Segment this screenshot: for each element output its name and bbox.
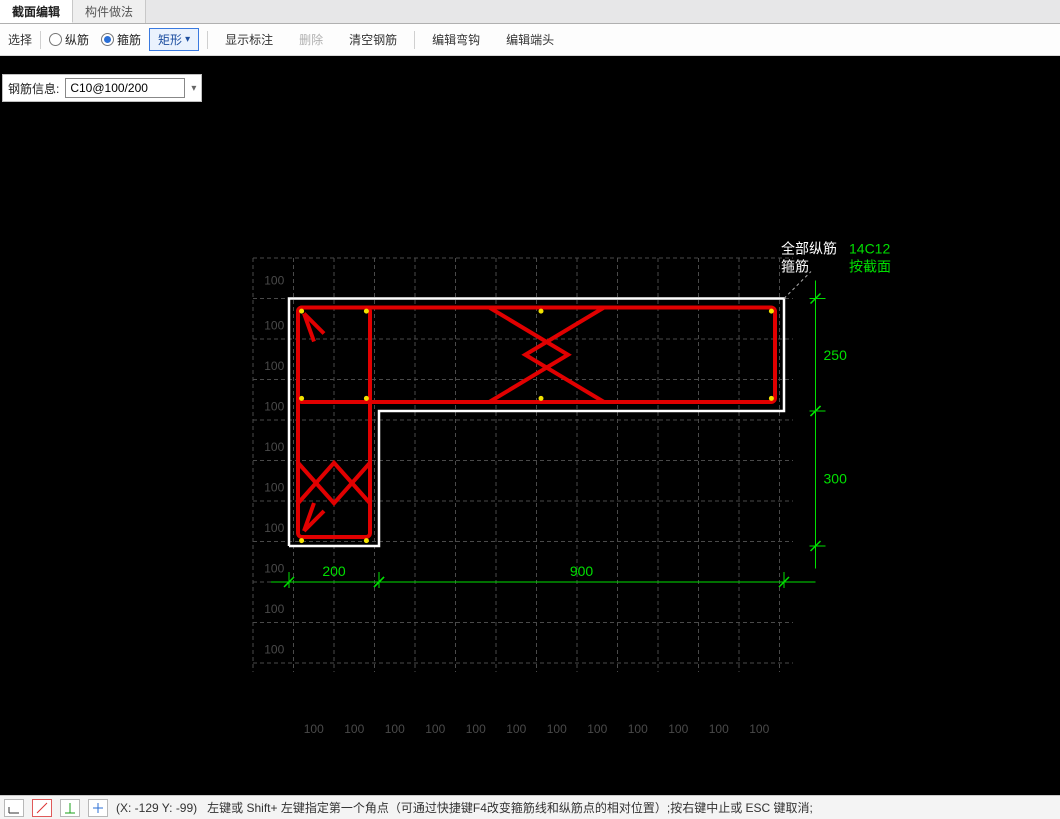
svg-text:100: 100	[264, 400, 284, 414]
svg-text:100: 100	[628, 722, 648, 736]
tab-section-edit[interactable]: 截面编辑	[0, 0, 73, 23]
chevron-down-icon: ▾	[185, 34, 190, 45]
tab-label: 截面编辑	[12, 3, 60, 20]
svg-text:14C12: 14C12	[849, 241, 890, 257]
svg-text:100: 100	[709, 722, 729, 736]
shape-label: 矩形	[158, 31, 182, 48]
svg-text:100: 100	[264, 643, 284, 657]
svg-text:100: 100	[506, 722, 526, 736]
clear-rebar-button[interactable]: 清空钢筋	[340, 28, 406, 51]
tab-bar: 截面编辑 构件做法	[0, 0, 1060, 24]
delete-button[interactable]: 删除	[290, 28, 332, 51]
svg-text:250: 250	[824, 347, 848, 363]
rebar-type-radio-group: 纵筋 箍筋	[49, 31, 141, 48]
rebar-info-input[interactable]	[65, 78, 185, 98]
chevron-down-icon[interactable]: ▾	[191, 83, 196, 94]
status-bar: (X: -129 Y: -99) 左键或 Shift+ 左键指定第一个角点（可通…	[0, 795, 1060, 819]
divider	[414, 31, 415, 49]
svg-text:100: 100	[264, 319, 284, 333]
snap-endpoint-icon[interactable]	[4, 799, 24, 817]
divider	[40, 31, 41, 49]
svg-text:100: 100	[749, 722, 769, 736]
radio-longitudinal[interactable]: 纵筋	[49, 31, 89, 48]
svg-text:100: 100	[587, 722, 607, 736]
svg-text:全部纵筋: 全部纵筋	[781, 241, 837, 257]
svg-text:900: 900	[570, 563, 594, 579]
svg-text:100: 100	[264, 440, 284, 454]
svg-text:100: 100	[425, 722, 445, 736]
svg-text:100: 100	[264, 481, 284, 495]
snap-cross-icon[interactable]	[88, 799, 108, 817]
show-annotation-button[interactable]: 显示标注	[216, 28, 282, 51]
edit-end-button[interactable]: 编辑端头	[497, 28, 563, 51]
snap-perpendicular-icon[interactable]	[60, 799, 80, 817]
svg-text:100: 100	[385, 722, 405, 736]
tab-component-method[interactable]: 构件做法	[73, 0, 146, 23]
svg-text:100: 100	[344, 722, 364, 736]
divider	[207, 31, 208, 49]
radio-icon	[101, 33, 114, 46]
tab-label: 构件做法	[85, 3, 133, 20]
canvas-area[interactable]: 100 100 100 100 100 100 100 100 100 100 100 100 100 1…	[0, 56, 1060, 795]
edit-hook-button[interactable]: 编辑弯钩	[423, 28, 489, 51]
status-hint: 左键或 Shift+ 左键指定第一个角点（可通过快捷键F4改变箍筋线和纵筋点的相…	[207, 801, 813, 815]
radio-label: 箍筋	[117, 31, 141, 48]
svg-text:100: 100	[547, 722, 567, 736]
toolbar: 选择 纵筋 箍筋 矩形 ▾ 显示标注 删除 清空钢筋 编辑弯钩 编辑端头	[0, 24, 1060, 56]
svg-text:100: 100	[264, 602, 284, 616]
radio-icon	[49, 33, 62, 46]
svg-text:100: 100	[264, 359, 284, 373]
svg-text:300: 300	[824, 471, 848, 487]
rebar-info-panel: 钢筋信息: ▾	[2, 74, 202, 102]
select-label: 选择	[8, 31, 32, 48]
svg-text:200: 200	[322, 563, 346, 579]
svg-text:箍筋: 箍筋	[781, 259, 809, 275]
status-text: (X: -129 Y: -99) 左键或 Shift+ 左键指定第一个角点（可通…	[116, 799, 1056, 816]
svg-text:按截面: 按截面	[849, 259, 891, 275]
svg-text:100: 100	[466, 722, 486, 736]
svg-text:100: 100	[264, 521, 284, 535]
radio-stirrup[interactable]: 箍筋	[101, 31, 141, 48]
svg-text:100: 100	[264, 274, 284, 288]
rebar-info-label: 钢筋信息:	[8, 80, 59, 97]
svg-text:100: 100	[304, 722, 324, 736]
cursor-coord: (X: -129 Y: -99)	[116, 801, 197, 815]
svg-text:100: 100	[668, 722, 688, 736]
snap-line-icon[interactable]	[32, 799, 52, 817]
section-drawing: 100 100 100 100 100 100 100 100 100 100 100 100 100 1…	[0, 56, 1060, 795]
shape-dropdown[interactable]: 矩形 ▾	[149, 28, 199, 51]
radio-label: 纵筋	[65, 31, 89, 48]
svg-text:100: 100	[264, 562, 284, 576]
